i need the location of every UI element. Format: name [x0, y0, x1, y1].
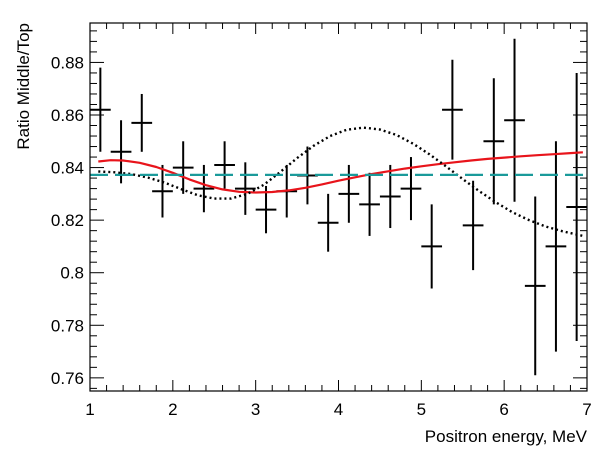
- data-point: [566, 72, 587, 342]
- data-point: [214, 141, 235, 189]
- y-axis-label: Ratio Middle/Top: [14, 23, 33, 150]
- plot-frame: [89, 22, 588, 392]
- y-tick-label: 0.76: [51, 369, 84, 388]
- data-point: [193, 164, 215, 213]
- data-point: [462, 180, 484, 271]
- y-tick-label: 0.84: [51, 159, 84, 178]
- fit-curve-dotted: [98, 126, 584, 238]
- data-point: [504, 38, 525, 202]
- fit-curve-solid: [98, 151, 583, 194]
- data-point: [421, 204, 443, 289]
- data-point: [234, 162, 256, 215]
- data-point: [317, 193, 339, 252]
- data-point: [110, 120, 132, 184]
- x-tick-label: 2: [168, 400, 177, 419]
- x-tick-label: 4: [334, 400, 343, 419]
- x-axis-label: Positron energy, MeV: [425, 427, 588, 446]
- data-point: [131, 93, 153, 152]
- data-point: [255, 185, 277, 234]
- x-tick-label: 7: [582, 400, 591, 419]
- data-point: [524, 196, 546, 376]
- data-point: [172, 141, 194, 194]
- data-point: [359, 172, 380, 236]
- axes: 1 2 3 4 5 6 7 0.76 0.78 0.8 0.82 0.84 0.86 0.88: [51, 23, 592, 419]
- data-point: [338, 164, 360, 223]
- data-point: [90, 67, 111, 152]
- y-tick-label: 0.82: [51, 211, 84, 230]
- x-tick-label: 1: [85, 400, 94, 419]
- data-point: [545, 141, 567, 352]
- y-tick-label: 0.8: [60, 264, 84, 283]
- data-point: [483, 78, 505, 205]
- y-tick-label: 0.86: [51, 106, 84, 125]
- data-point: [442, 59, 463, 160]
- x-tick-label: 3: [251, 400, 260, 419]
- x-tick-label: 5: [417, 400, 426, 419]
- plot-area: [90, 38, 587, 376]
- data-point: [152, 164, 173, 218]
- x-tick-label: 6: [499, 400, 508, 419]
- y-tick-label: 0.78: [51, 316, 84, 335]
- y-tick-label: 0.88: [51, 53, 84, 72]
